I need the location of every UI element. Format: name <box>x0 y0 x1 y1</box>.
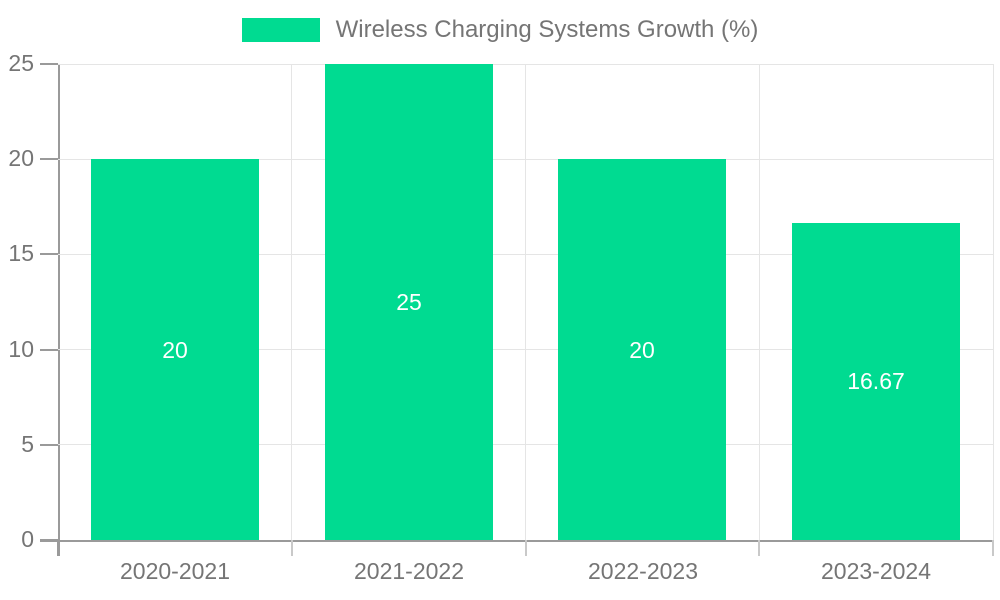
x-axis-line <box>40 540 993 542</box>
bar <box>91 159 259 540</box>
x-axis-label: 2023-2024 <box>821 558 931 584</box>
gridline-vertical <box>291 64 293 540</box>
bar <box>792 222 960 540</box>
y-axis-tick <box>40 63 58 65</box>
x-axis-label: 2022-2023 <box>588 558 698 584</box>
bar-value-label: 20 <box>162 337 188 363</box>
gridline-vertical <box>758 64 760 540</box>
y-axis-line <box>58 64 60 556</box>
bar <box>558 159 726 540</box>
x-axis-tick <box>758 540 761 556</box>
legend-swatch-icon <box>241 18 320 42</box>
y-tick-label: 10 <box>8 335 34 362</box>
bar <box>325 64 493 540</box>
x-axis-tick <box>992 540 994 556</box>
bar-value-label: 25 <box>396 289 422 315</box>
gridline-vertical <box>525 64 526 540</box>
chart-legend[interactable]: Wireless Charging Systems Growth (%) <box>0 16 1000 44</box>
y-tick-label: 25 <box>8 50 34 76</box>
y-axis-tick <box>40 348 58 351</box>
legend-label: Wireless Charging Systems Growth (%) <box>335 16 759 43</box>
y-tick-label: 0 <box>21 526 34 552</box>
y-axis-tick <box>40 539 58 541</box>
x-axis-tick <box>290 540 293 556</box>
x-axis-tick <box>57 540 59 556</box>
x-axis-tick <box>524 540 527 556</box>
bar-value-label: 20 <box>629 337 655 363</box>
y-tick-label: 5 <box>21 430 34 457</box>
bar-value-label: 16.67 <box>847 368 905 394</box>
x-axis-label: 2021-2022 <box>354 558 464 584</box>
x-axis-label: 2020-2021 <box>120 558 230 584</box>
y-tick-label: 15 <box>8 240 34 267</box>
y-axis-tick <box>40 158 58 161</box>
y-axis-tick <box>40 253 58 256</box>
y-tick-label: 20 <box>8 145 34 172</box>
gridline-vertical <box>992 64 994 540</box>
y-axis-tick <box>40 443 58 446</box>
